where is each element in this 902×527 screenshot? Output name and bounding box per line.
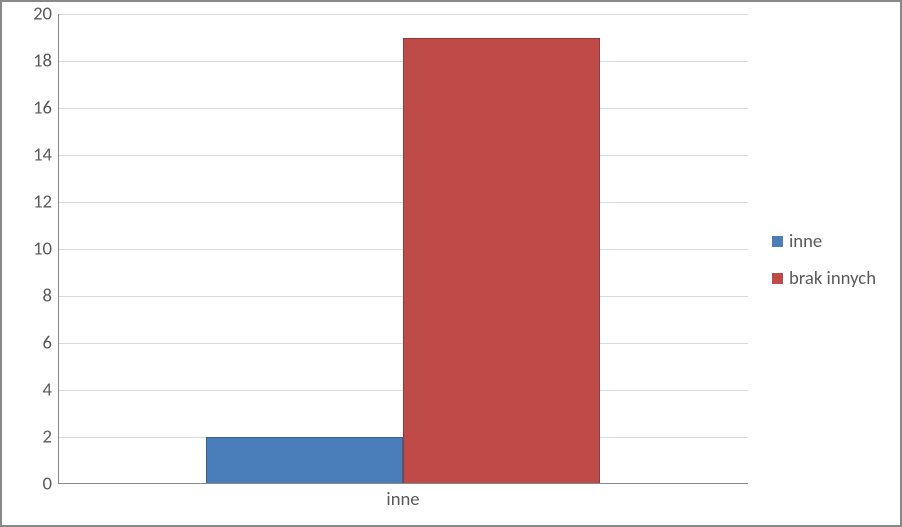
legend-item: inne [772,230,876,253]
gridline [58,14,748,15]
y-tick-label: 20 [33,3,58,26]
legend-swatch [772,236,783,247]
y-tick-label: 10 [33,238,58,261]
legend-item: brak innych [772,267,876,290]
bar-inne [206,437,403,484]
x-axis-line [58,483,748,484]
y-tick-label: 0 [43,473,58,496]
legend-label: brak innych [789,267,876,290]
y-tick-label: 4 [43,379,58,402]
y-tick-label: 8 [43,285,58,308]
legend-label: inne [789,230,822,253]
legend: inne brak innych [772,230,876,304]
plot-area: 02468101214161820inne [58,14,748,484]
legend-swatch [772,273,783,284]
chart-container: 02468101214161820inne innebrak innych [0,0,902,527]
y-tick-label: 16 [33,97,58,120]
y-tick-label: 6 [43,332,58,355]
y-axis-line [58,14,59,484]
bar-brak-innych [403,38,600,485]
y-tick-label: 14 [33,144,58,167]
y-tick-label: 2 [43,426,58,449]
y-tick-label: 18 [33,50,58,73]
x-category-label: inne [386,484,419,511]
y-tick-label: 12 [33,191,58,214]
